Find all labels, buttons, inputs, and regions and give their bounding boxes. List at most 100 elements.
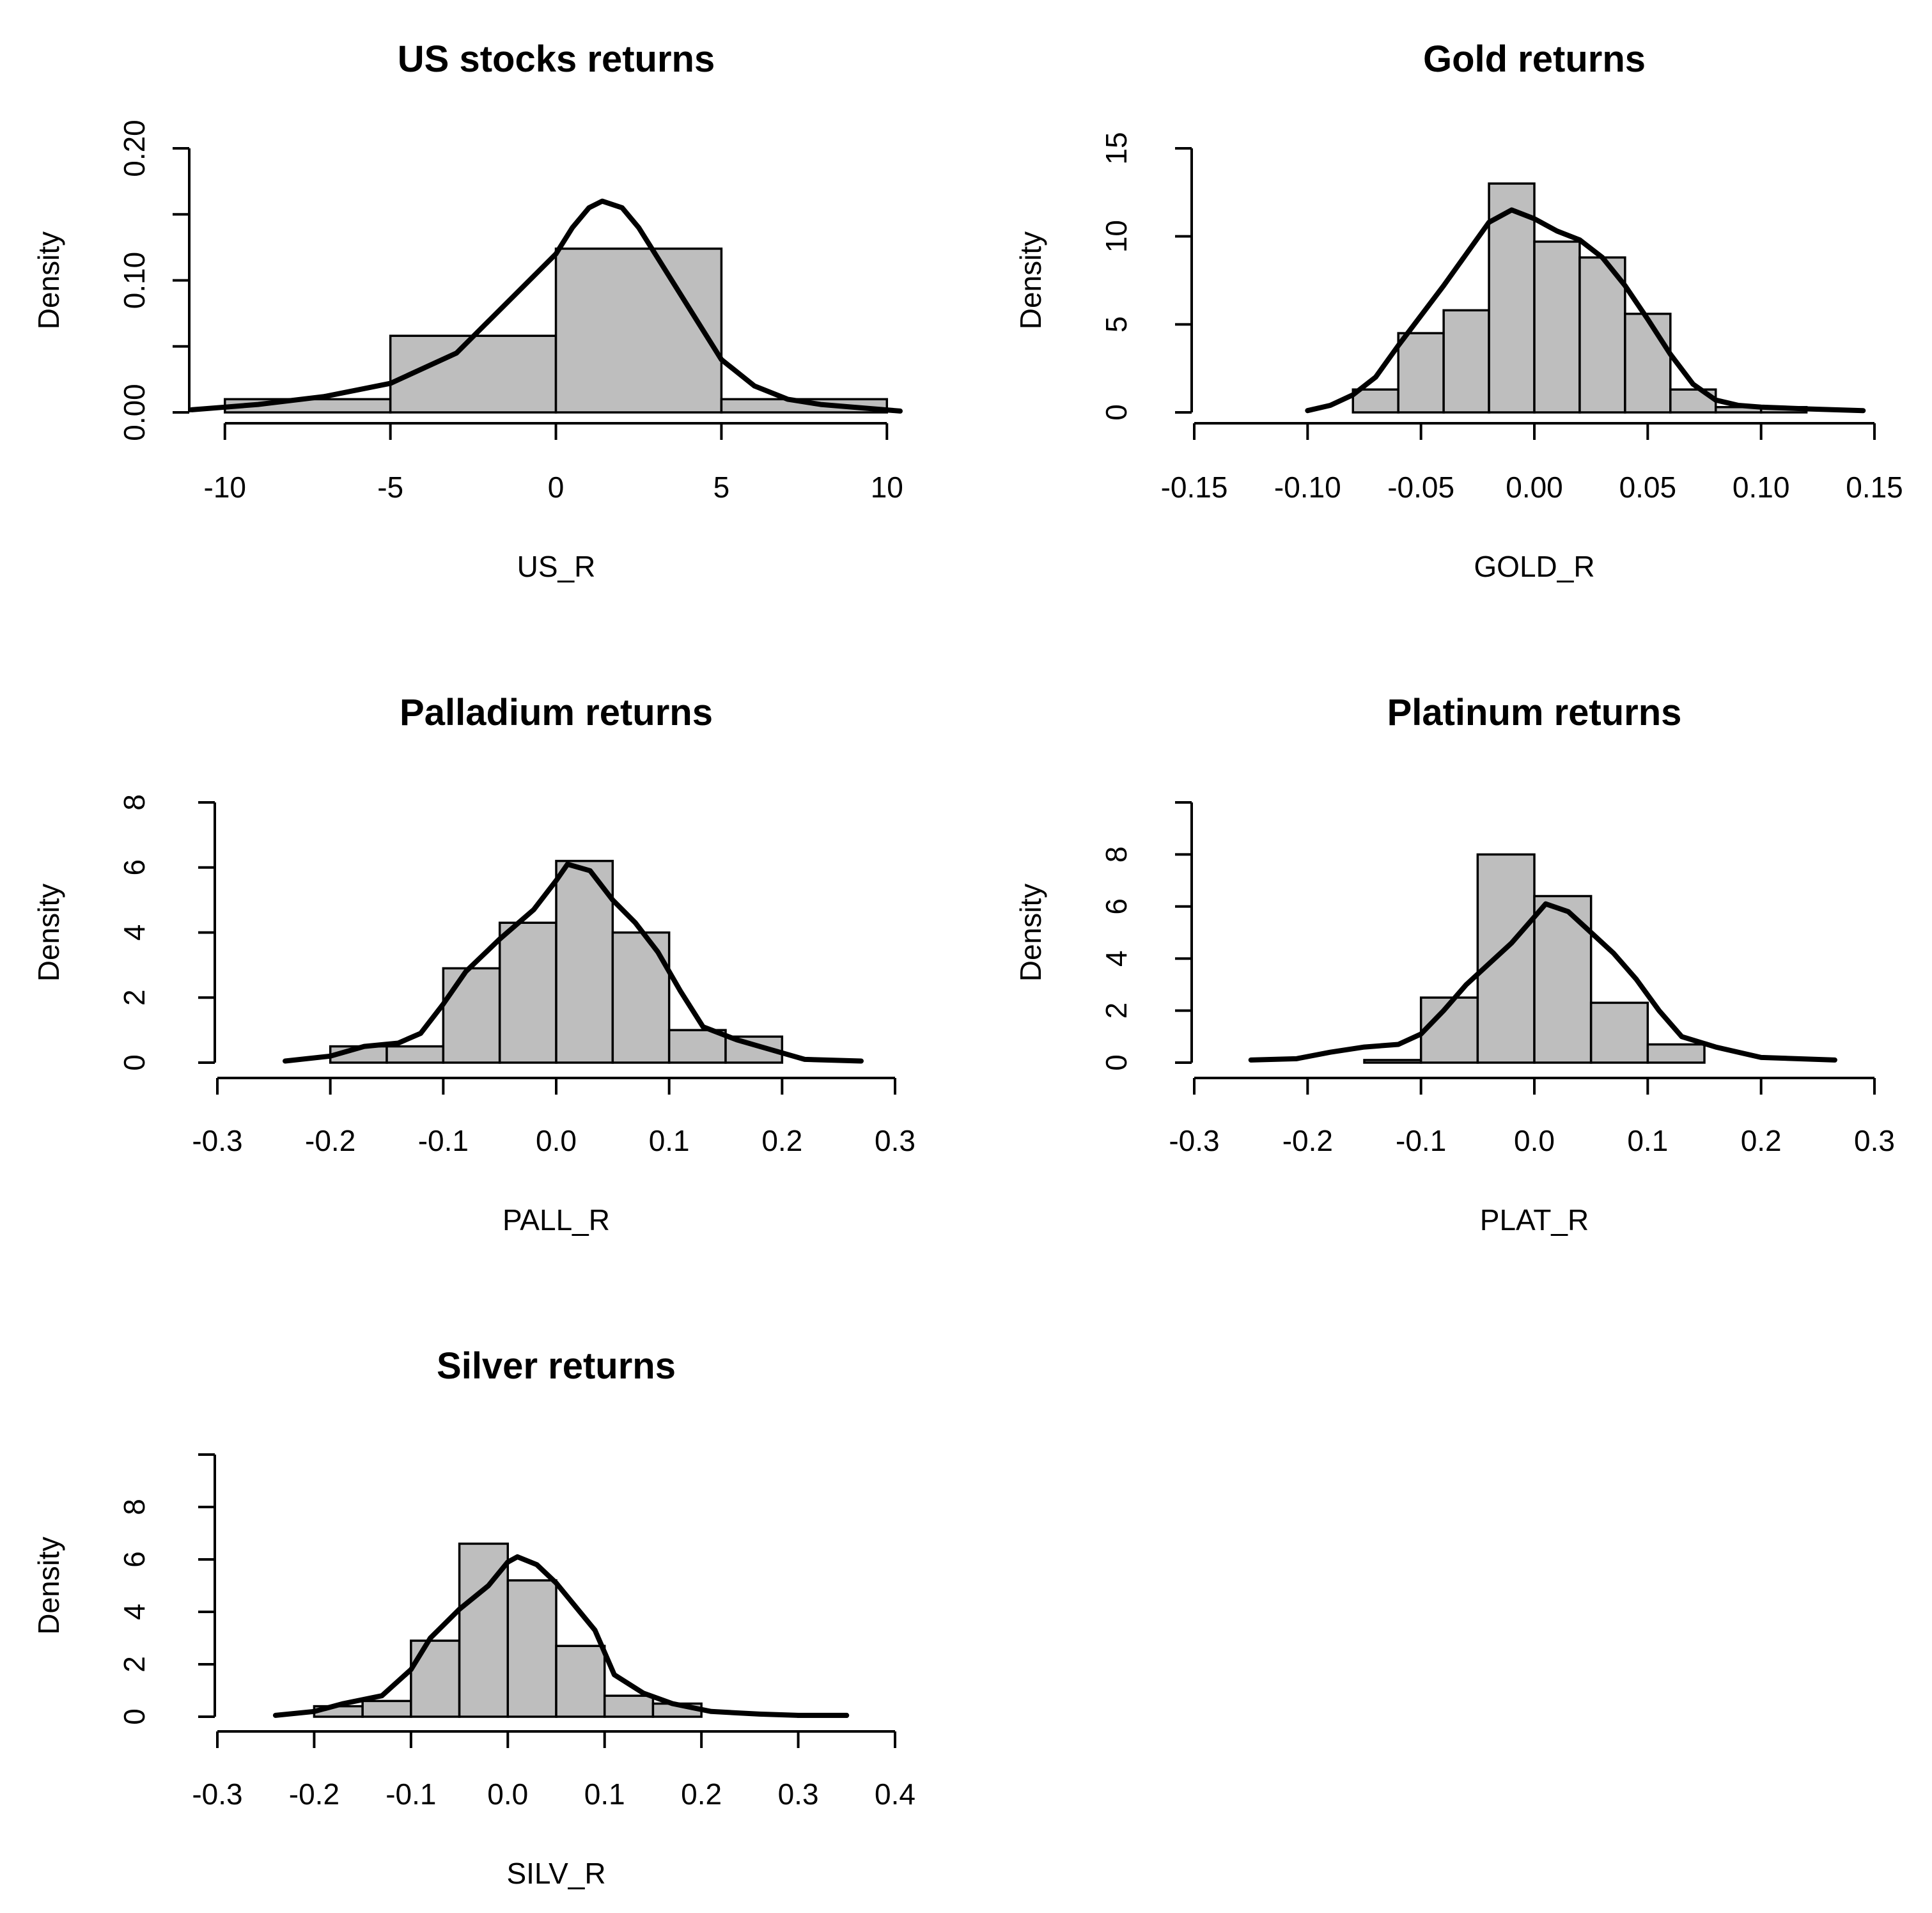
x-tick-label: -0.1 [386, 1777, 436, 1811]
x-tick-label: 10 [871, 471, 903, 504]
x-tick-label: -0.2 [305, 1124, 355, 1157]
density-curve [189, 198, 903, 414]
chart-title: Gold returns [1423, 38, 1646, 80]
x-tick-label: -0.3 [1169, 1124, 1219, 1157]
histogram-bar [1397, 332, 1445, 414]
x-tick-label: 0.15 [1846, 471, 1903, 504]
x-axis-label: GOLD_R [1474, 550, 1594, 583]
x-axis-label: SILV_R [506, 1857, 605, 1890]
histogram-bar [1488, 182, 1536, 414]
histogram-bar [603, 1694, 655, 1718]
density-curve [272, 1554, 850, 1718]
x-tick-label: 0.3 [875, 1124, 915, 1157]
y-tick-label: 10 [1100, 220, 1133, 253]
y-tick-label: 4 [1100, 950, 1133, 967]
chart-title: US stocks returns [398, 38, 715, 80]
chart-title: Palladium returns [400, 692, 713, 733]
x-tick-label: 0.3 [1854, 1124, 1895, 1157]
y-tick-label: 0 [1100, 404, 1133, 421]
y-tick-label: 4 [118, 1604, 151, 1620]
x-tick-label: 0.1 [1627, 1124, 1668, 1157]
x-tick-label: -0.3 [192, 1124, 242, 1157]
x-tick-label: 0 [548, 471, 565, 504]
y-tick-label: 4 [118, 925, 151, 941]
y-tick-label: 6 [1100, 898, 1133, 915]
y-tick-label: 6 [118, 859, 151, 876]
x-tick-label: 0.1 [649, 1124, 690, 1157]
x-tick-label: -0.2 [1282, 1124, 1333, 1157]
x-tick-label: 0.0 [487, 1777, 528, 1811]
x-tick-label: -0.10 [1274, 471, 1341, 504]
x-tick-label: -10 [204, 471, 246, 504]
x-axis-label: PALL_R [502, 1203, 610, 1237]
y-tick-label: 0 [118, 1708, 151, 1725]
histogram-bar [361, 1699, 412, 1718]
y-tick-label: 8 [118, 794, 151, 811]
y-tick-label: 0.10 [118, 252, 151, 309]
x-tick-label: 0.0 [536, 1124, 577, 1157]
histogram-bar [1352, 388, 1399, 414]
y-tick-label: 2 [1100, 1003, 1133, 1019]
histogram-bar [1533, 240, 1581, 414]
x-tick-label: -0.2 [289, 1777, 339, 1811]
x-tick-label: 5 [713, 471, 730, 504]
x-tick-label: 0.10 [1733, 471, 1790, 504]
histogram-bar [555, 859, 614, 1064]
histogram-bar [1419, 996, 1479, 1064]
y-tick-label: 8 [1100, 847, 1133, 863]
x-tick-label: -0.15 [1161, 471, 1228, 504]
histogram-bar [1578, 256, 1626, 414]
histogram-bar [442, 967, 501, 1064]
chart-panel-3: Palladium returns 0 2 4 6 8 Density -0.3 -0.2 -0.… [32, 692, 915, 1237]
y-axis-label: Density [1014, 231, 1047, 329]
x-tick-label: 0.0 [1514, 1124, 1555, 1157]
histogram-bar [1363, 1059, 1422, 1064]
histogram-bar [498, 921, 557, 1064]
histogram-bar [1476, 853, 1536, 1064]
x-tick-label: 0.4 [875, 1777, 915, 1811]
chart-panel-5: Silver returns 0 2 4 6 8 Density -0.3 -0.2 -0.1 0.… [32, 1345, 915, 1890]
y-tick-label: 0 [118, 1054, 151, 1071]
x-axis-label: US_R [517, 550, 596, 583]
histogram-bar [1533, 894, 1593, 1064]
y-tick-label: 8 [118, 1499, 151, 1515]
y-tick-label: 0.20 [118, 120, 151, 177]
histogram-bar [1589, 1001, 1649, 1064]
x-axis-label: PLAT_R [1480, 1203, 1589, 1237]
chart-panel-1: US stocks returns 0.00 0.10 0.20 Density -10 -… [32, 38, 903, 583]
x-tick-label: 0.1 [584, 1777, 625, 1811]
chart-panel-4: Platinum returns 0 2 4 6 8 Density -0.3 -0.2 -0.1… [1014, 692, 1895, 1237]
chart-title: Silver returns [437, 1345, 676, 1387]
x-tick-label: -0.1 [418, 1124, 469, 1157]
histogram-bar [410, 1639, 461, 1718]
x-tick-label: -0.1 [1396, 1124, 1446, 1157]
y-tick-label: 2 [118, 989, 151, 1006]
y-axis-label: Density [32, 884, 65, 981]
y-tick-label: 5 [1100, 316, 1133, 333]
density-curve [1305, 207, 1866, 414]
density-curve [283, 861, 864, 1064]
chart-title: Platinum returns [1387, 692, 1682, 733]
y-axis-label: Density [32, 231, 65, 329]
histogram-bar [1624, 313, 1672, 414]
y-tick-label: 2 [118, 1656, 151, 1673]
x-tick-label: -0.3 [192, 1777, 242, 1811]
x-tick-label: -0.05 [1387, 471, 1454, 504]
chart-panel-2: Gold returns 0 5 10 15 Density -0.15 -0.10 -0.05… [1014, 38, 1903, 583]
x-tick-label: 0.00 [1506, 471, 1563, 504]
y-tick-label: 0 [1100, 1054, 1133, 1071]
histogram-bar [720, 398, 889, 414]
histogram-bar [386, 1045, 445, 1064]
y-axis-label: Density [1014, 884, 1047, 981]
histogram-bar [1646, 1043, 1706, 1064]
x-tick-label: 0.2 [761, 1124, 802, 1157]
histogram-bar [555, 1644, 606, 1718]
density-curve [1248, 901, 1837, 1063]
x-tick-label: -5 [377, 471, 403, 504]
x-tick-label: 0.05 [1619, 471, 1677, 504]
histogram-bar [389, 334, 557, 414]
y-axis-label: Density [32, 1536, 65, 1634]
y-tick-label: 6 [118, 1551, 151, 1568]
x-tick-label: 0.3 [778, 1777, 819, 1811]
